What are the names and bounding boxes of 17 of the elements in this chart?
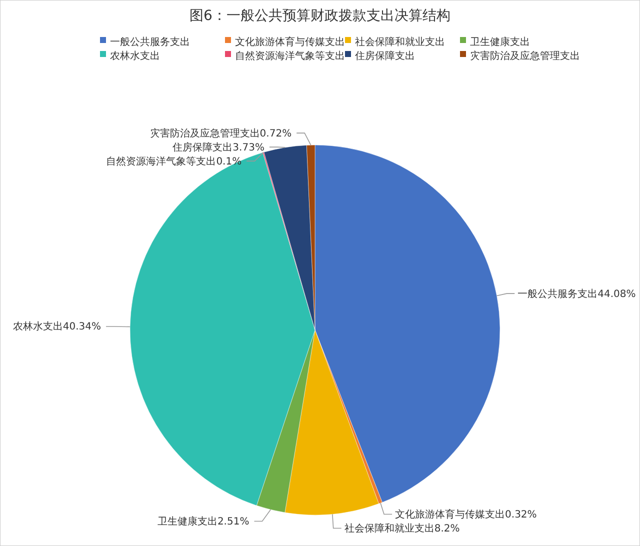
- category-label: 社会保障和就业支出8.2%: [344, 523, 460, 534]
- category-label: 卫生健康支出2.51%: [157, 516, 250, 528]
- legend-label: 社会保障和就业支出: [355, 36, 445, 48]
- chart-title: 图6：一般公共预算财政拨款支出决算结构: [190, 8, 450, 24]
- category-label: 一般公共服务支出44.08%: [518, 288, 636, 300]
- category-label: 灾害防治及应急管理支出0.72%: [150, 128, 292, 140]
- category-label: 自然资源海洋气象等支出0.1%: [106, 156, 242, 168]
- legend-label: 自然资源海洋气象等支出: [235, 50, 345, 62]
- legend-label: 农林水支出: [110, 50, 160, 62]
- legend-label: 灾害防治及应急管理支出: [470, 50, 580, 62]
- legend-label: 文化旅游体育与传媒支出: [235, 36, 345, 48]
- category-label: 住房保障支出3.73%: [172, 142, 264, 154]
- legend-label: 一般公共服务支出: [110, 36, 190, 48]
- category-label: 农林水支出40.34%: [12, 322, 102, 333]
- legend-label: 卫生健康支出: [470, 36, 530, 48]
- category-label: 文化旅游体育与传媒支出0.32%: [395, 509, 537, 520]
- legend-label: 住房保障支出: [355, 50, 415, 62]
